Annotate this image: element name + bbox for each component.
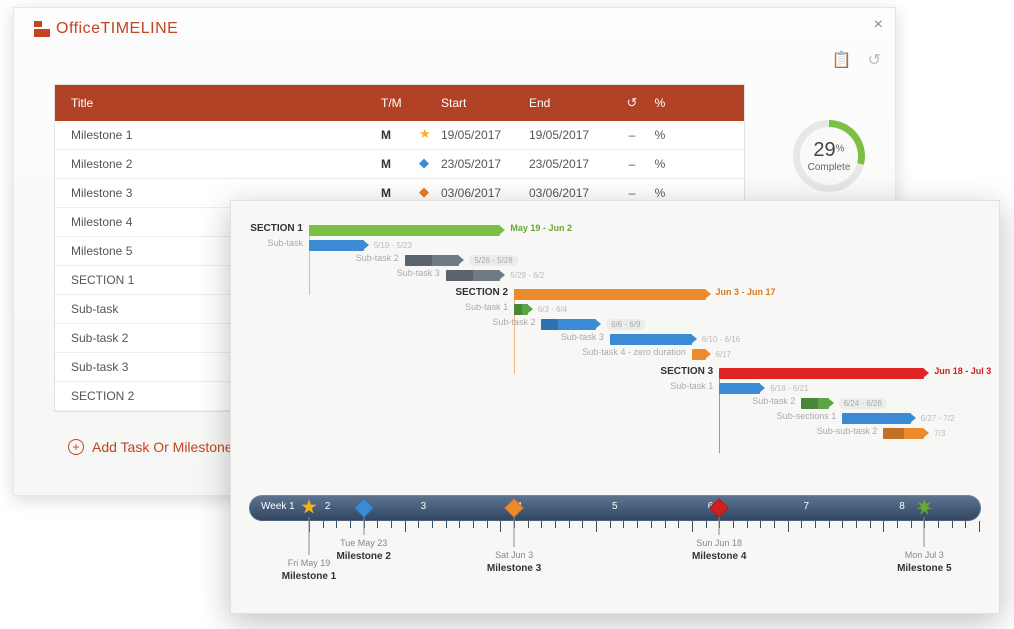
app-logo: OfficeTIMELINE <box>34 20 178 38</box>
task-bar[interactable]: 5/19 - 5/23 <box>309 240 364 251</box>
task-bar[interactable]: 5/26 - 5/28 <box>405 255 460 266</box>
task-bar[interactable]: 6/10 - 6/16 <box>610 334 692 345</box>
milestone-label: Fri May 19Milestone 1 <box>282 557 336 583</box>
section-bar[interactable] <box>309 225 500 236</box>
task-bar[interactable]: 6/24 - 6/26 <box>801 398 828 409</box>
milestone-label: Sat Jun 3Milestone 3 <box>487 549 541 575</box>
close-icon[interactable]: × <box>874 16 883 34</box>
progress-ring: 29%Complete <box>793 120 865 192</box>
table-row[interactable]: Milestone 2M◆23/05/201723/05/2017–% <box>55 150 744 179</box>
task-bar[interactable]: 6/6 - 6/9 <box>541 319 596 330</box>
section-bar[interactable] <box>514 289 705 300</box>
milestone-label: Sun Jun 18Milestone 4 <box>692 537 746 563</box>
clipboard-icon[interactable]: 📋 <box>832 50 852 70</box>
toolbar: 📋 ↺ <box>832 50 881 70</box>
table-header: Title T/M Start End ↺ % <box>55 85 744 121</box>
task-bar[interactable]: 6/17 <box>692 349 706 360</box>
timeline-preview: SECTION 1May 19 - Jun 25/19 - 5/23Sub-ta… <box>230 200 1000 614</box>
table-row[interactable]: Milestone 1M★19/05/201719/05/2017–% <box>55 121 744 150</box>
add-task-button[interactable]: + Add Task Or Milestone <box>68 439 233 455</box>
section-bar[interactable] <box>719 368 924 379</box>
milestone-label: Mon Jul 3Milestone 5 <box>897 549 951 575</box>
task-bar[interactable]: 5/29 - 6/2 <box>446 270 501 281</box>
milestone-label: Tue May 23Milestone 2 <box>336 537 390 563</box>
task-bar[interactable]: 6/3 - 6/4 <box>514 304 528 315</box>
task-bar[interactable]: 6/27 - 7/2 <box>842 413 910 424</box>
task-bar[interactable]: 7/3 <box>883 428 924 439</box>
history-icon[interactable]: ↺ <box>868 50 881 70</box>
task-bar[interactable]: 6/18 - 6/21 <box>719 383 760 394</box>
